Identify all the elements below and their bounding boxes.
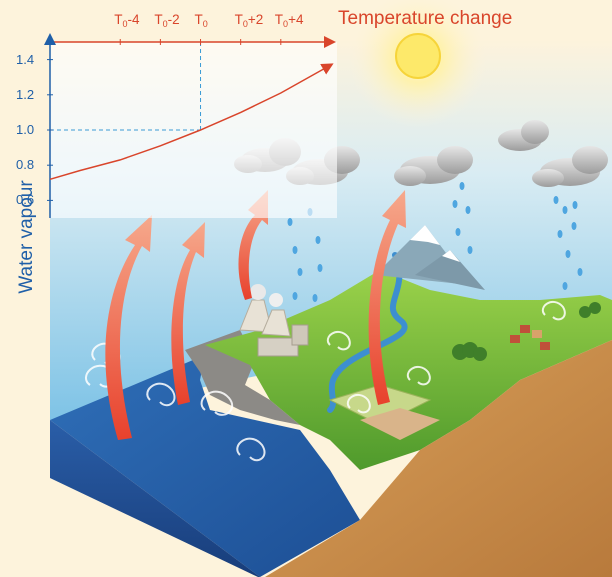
x-tick-label: T0+2: [234, 12, 264, 29]
water-vapour-curve: [49, 63, 334, 181]
x-tick-base: T: [194, 12, 203, 27]
soil-cliff: [265, 340, 612, 577]
ocean-top: [50, 355, 360, 577]
farm-field-2: [360, 408, 440, 440]
y-tick-label: 0.8: [16, 157, 35, 173]
x-tick-label: T0: [194, 12, 208, 29]
power-plant-icon: [239, 284, 309, 357]
x-tick-subscript: 0: [202, 19, 208, 29]
x-tick-base: T: [234, 12, 243, 27]
ocean-side: [50, 420, 260, 577]
y-tick-label: 0.6: [16, 192, 35, 208]
mountain-icon: [375, 225, 485, 290]
y-tick-label: 1.0: [16, 122, 35, 137]
y-tick-label: 1.4: [16, 51, 35, 67]
x-tick-subscript: 0: [162, 19, 168, 29]
x-tick-subscript: 0: [242, 19, 248, 29]
y-axis-title: Water vapour: [16, 180, 37, 294]
x-tick-suffix: -4: [127, 12, 140, 27]
x-tick-suffix: +2: [247, 12, 264, 27]
x-tick-subscript: 0: [122, 19, 128, 29]
y-tick-marks: [47, 59, 53, 201]
sun-icon: [395, 33, 441, 79]
x-tick-suffix: +4: [288, 12, 304, 27]
forest: [452, 302, 601, 361]
x-tick-subscript: 0: [283, 19, 289, 29]
river: [327, 252, 408, 413]
x-tick-label: T0-2: [154, 12, 180, 29]
x-axis-title: Temperature change: [338, 8, 513, 29]
y-tick-label: 1.2: [16, 86, 35, 102]
x-tick-base: T: [274, 12, 284, 27]
x-tick-base: T: [114, 12, 123, 27]
x-tick-marks: [119, 39, 282, 45]
coast-cliffs: [185, 330, 300, 425]
x-tick-label: T0-4: [114, 12, 140, 29]
village-icon: [510, 325, 550, 350]
rain-drop-icon: [287, 182, 583, 302]
x-tick-base: T: [154, 12, 163, 27]
x-tick-label: T0+4: [274, 12, 304, 29]
x-tick-suffix: -2: [167, 12, 180, 27]
land-green: [205, 270, 612, 470]
